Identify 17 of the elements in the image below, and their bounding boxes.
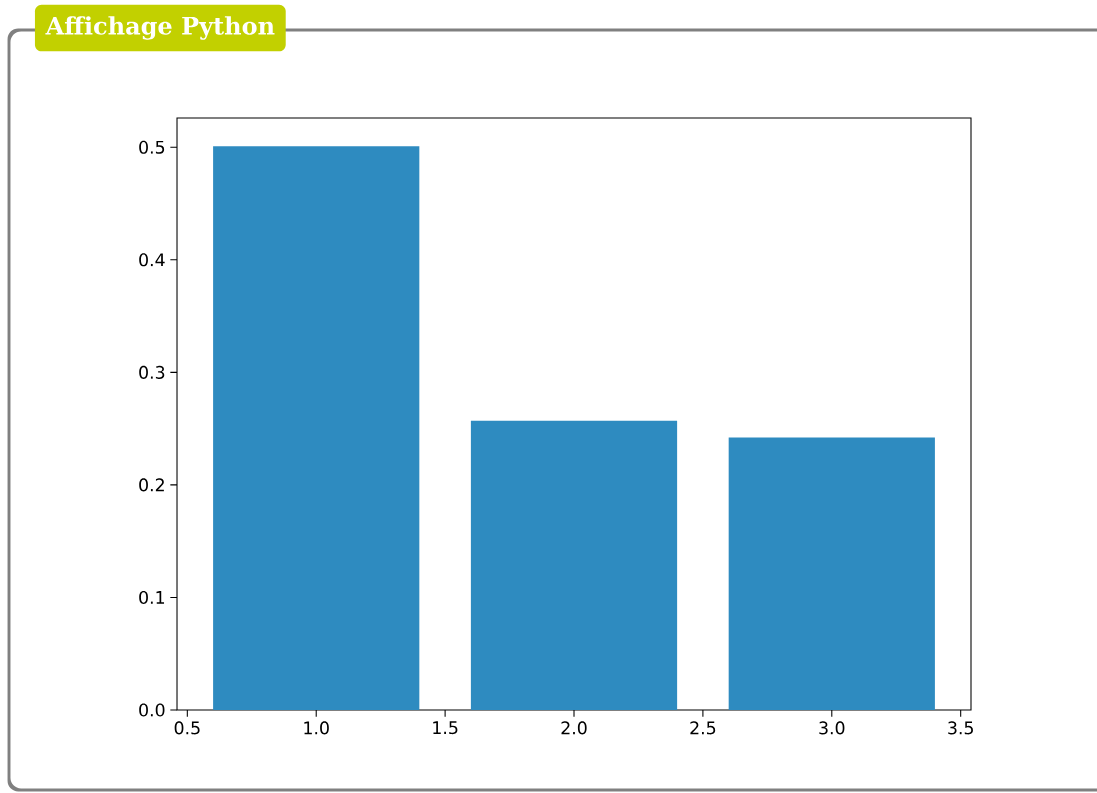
bar (213, 146, 420, 710)
x-tick-label: 2.5 (690, 721, 716, 735)
x-tick-label: 3.0 (819, 721, 845, 735)
x-tick-label: 1.0 (304, 721, 329, 735)
x-tick-label: 3.5 (948, 721, 973, 735)
chart-title: Affichage Python (45, 16, 275, 40)
y-tick-label: 0.1 (139, 590, 165, 604)
y-tick-label: 0.4 (139, 253, 165, 267)
x-tick-label: 1.5 (433, 721, 458, 735)
bar (470, 420, 678, 710)
y-tick-label: 0.0 (139, 703, 165, 717)
x-tick-label: 2.0 (561, 721, 587, 735)
y-tick-label: 0.2 (139, 478, 164, 492)
bar (728, 437, 935, 710)
y-tick-label: 0.3 (139, 365, 165, 379)
y-tick-label: 0.5 (139, 140, 165, 154)
x-tick-label: 0.5 (174, 721, 200, 735)
